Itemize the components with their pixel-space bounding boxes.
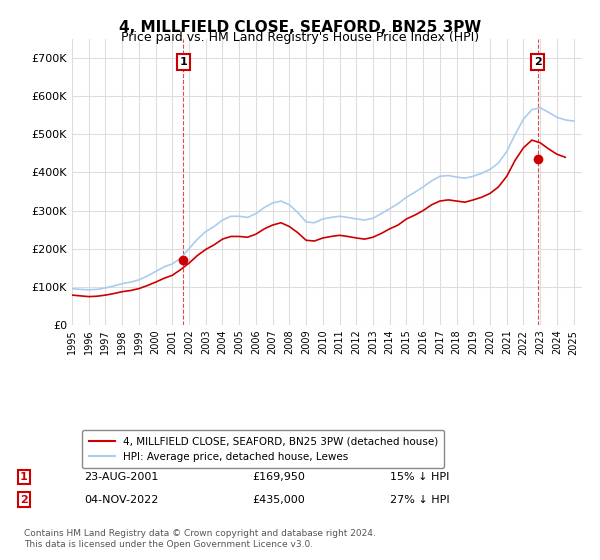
Text: 2: 2 xyxy=(20,494,28,505)
Text: Price paid vs. HM Land Registry's House Price Index (HPI): Price paid vs. HM Land Registry's House … xyxy=(121,31,479,44)
Text: Contains HM Land Registry data © Crown copyright and database right 2024.
This d: Contains HM Land Registry data © Crown c… xyxy=(24,529,376,549)
Text: £169,950: £169,950 xyxy=(252,472,305,482)
Text: 04-NOV-2022: 04-NOV-2022 xyxy=(84,494,158,505)
Text: 1: 1 xyxy=(179,57,187,67)
Legend: 4, MILLFIELD CLOSE, SEAFORD, BN25 3PW (detached house), HPI: Average price, deta: 4, MILLFIELD CLOSE, SEAFORD, BN25 3PW (d… xyxy=(82,431,445,468)
Text: 2: 2 xyxy=(533,57,541,67)
Text: 23-AUG-2001: 23-AUG-2001 xyxy=(84,472,158,482)
Text: £435,000: £435,000 xyxy=(252,494,305,505)
Text: 15% ↓ HPI: 15% ↓ HPI xyxy=(390,472,449,482)
Text: 27% ↓ HPI: 27% ↓ HPI xyxy=(390,494,449,505)
Text: 1: 1 xyxy=(20,472,28,482)
Text: 4, MILLFIELD CLOSE, SEAFORD, BN25 3PW: 4, MILLFIELD CLOSE, SEAFORD, BN25 3PW xyxy=(119,20,481,35)
